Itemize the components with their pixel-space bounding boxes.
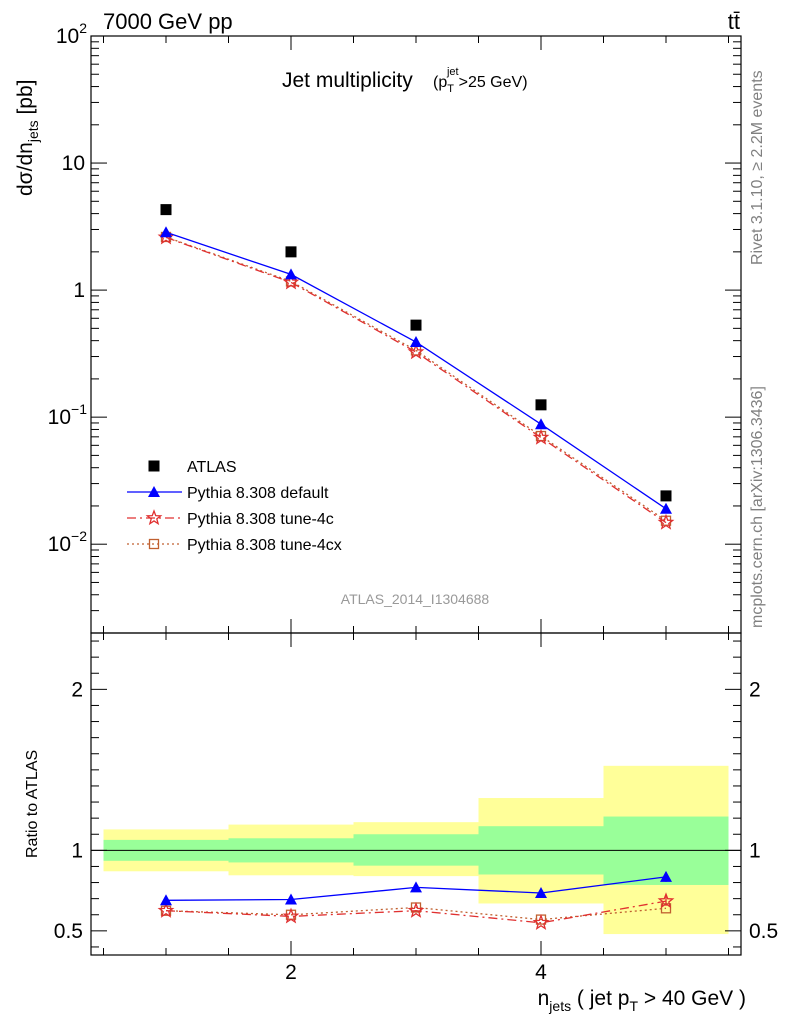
x-tick-label: 4 (535, 961, 547, 984)
ratio-tune4c-point (407, 901, 425, 918)
ratio-tune4c-point (532, 913, 550, 930)
y-tick-label: 102 (56, 20, 87, 48)
ratio-y-tick-label-left: 0.5 (54, 920, 83, 943)
rivet-label: Rivet 3.1.10, ≥ 2.2M events (749, 70, 766, 265)
y-tick-label: 10−1 (48, 401, 88, 429)
legend-marker (148, 460, 160, 472)
main-atlas-point (285, 246, 297, 258)
ratio-default-point (660, 870, 672, 882)
legend-label: Pythia 8.308 tune-4c (187, 511, 334, 528)
main-atlas-point (160, 204, 172, 216)
ratio-y-tick-label-right: 0.5 (749, 920, 778, 943)
x-tick-label: 2 (285, 961, 297, 984)
legend-entry-tune4c: Pythia 8.308 tune-4c (127, 509, 334, 528)
main-default-point (660, 502, 672, 514)
main-y-label: dσ/dnjets [pb] (14, 79, 41, 196)
ratio-tune4c-point (282, 907, 300, 924)
ratio-y-tick-label-left: 1 (71, 839, 83, 862)
legend: ATLAS Pythia 8.308 default Pythia 8.308 tu… (127, 459, 342, 554)
main-tune4c-point (157, 228, 175, 245)
ratio-y-tick-label-right: 2 (749, 678, 761, 701)
main-atlas-point (535, 399, 547, 411)
ratio-y-tick-label-right: 1 (749, 839, 761, 862)
main-default-line (165, 231, 667, 510)
legend-entry-tune4cx: Pythia 8.308 tune-4cx (127, 537, 342, 554)
main-panel-axes: 102 10 1 10−1 10−2 (48, 20, 742, 634)
legend-marker (145, 509, 163, 526)
legend-label: Pythia 8.308 tune-4cx (187, 537, 342, 554)
y-tick-label: 10 (62, 152, 85, 175)
main-default-point (160, 226, 172, 238)
ratio-panel-series (157, 870, 675, 930)
y-tick-label: 10−2 (48, 528, 88, 556)
legend-entry-default: Pythia 8.308 default (127, 485, 329, 502)
main-title-cut: (pTjet>25 GeV) (433, 66, 528, 95)
analysis-watermark: ATLAS_2014_I1304688 (341, 591, 490, 607)
main-tune4c-line (165, 236, 667, 524)
ratio-tune4c-point (657, 892, 675, 909)
ratio-default-point (285, 893, 297, 905)
process-label: tt̄ (728, 9, 740, 34)
ratio-tune4c-line (165, 900, 667, 924)
main-atlas-point (410, 319, 422, 331)
main-default-point (535, 418, 547, 430)
main-default-point (285, 268, 297, 280)
ratio-uncertainty-bands (91, 765, 741, 935)
ratio-y-tick-label-left: 2 (71, 678, 83, 701)
mcplots-label: mcplots.cern.ch [arXiv:1306.3436] (749, 386, 766, 628)
ratio-default-point (535, 887, 547, 899)
main-default-point (410, 336, 422, 348)
ratio-tune4cx-line (165, 906, 667, 921)
ratio-default-point (410, 881, 422, 893)
legend-entry-atlas: ATLAS (148, 459, 237, 476)
x-axis-label: njets ( jet pT > 40 GeV ) (538, 987, 746, 1014)
ratio-default-point (160, 894, 172, 906)
main-atlas-point (660, 490, 672, 502)
main-tune4c-point (407, 343, 425, 360)
legend-label: Pythia 8.308 default (187, 485, 329, 502)
ratio-tune4c-point (157, 901, 175, 918)
main-tune4c-point (282, 273, 300, 290)
y-tick-label: 1 (73, 279, 85, 302)
energy-label: 7000 GeV pp (103, 9, 233, 34)
main-title: Jet multiplicity (282, 69, 413, 92)
legend-label: ATLAS (187, 459, 237, 476)
ratio-y-label: Ratio to ATLAS (24, 750, 41, 858)
main-panel-series (157, 204, 675, 530)
legend-marker (148, 538, 160, 550)
ratio-panel-axes: 0.5 0.5 1 1 2 2 2 4 (54, 632, 778, 984)
main-tune4c-point (532, 428, 550, 445)
legend-marker (148, 486, 160, 497)
main-tune4cx-line (165, 236, 667, 522)
main-tune4c-point (657, 513, 675, 530)
